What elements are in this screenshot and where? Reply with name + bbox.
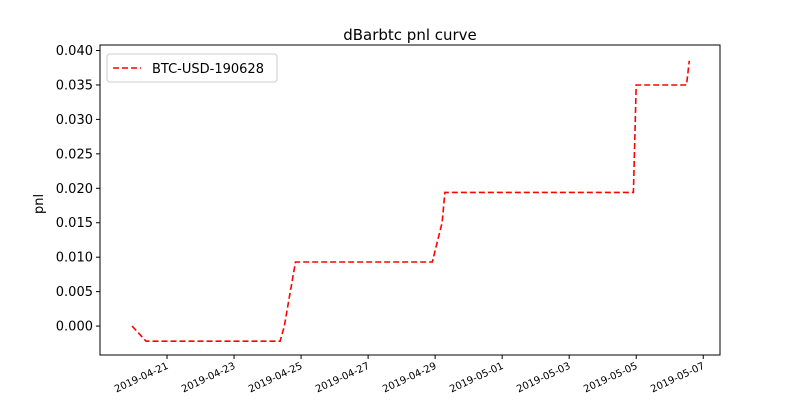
legend-box: [106, 53, 278, 83]
plot-frame: [99, 44, 721, 356]
y-tick-label: 0.010: [56, 251, 93, 266]
legend: BTC-USD-190628: [106, 53, 278, 83]
legend-label: BTC-USD-190628: [152, 62, 264, 77]
y-tick-label: 0.025: [56, 147, 93, 162]
y-tick-label: 0.005: [56, 285, 93, 300]
y-tick-label: 0.030: [56, 113, 93, 128]
series-line: [131, 60, 691, 343]
y-axis-ticks: 0.000 0.005 0.010 0.015 0.020 0.025 0.030 0.035…: [56, 44, 100, 335]
y-axis-label: pnl: [32, 194, 47, 214]
plot-lines: [131, 60, 691, 343]
y-tick-label: 0.020: [56, 182, 93, 197]
y-tick-label: 0.000: [56, 320, 93, 335]
y-tick-label: 0.015: [56, 216, 93, 231]
y-tick-label: 0.035: [56, 78, 93, 93]
y-tick-label: 0.040: [56, 44, 93, 59]
chart-title: dBarbtc pnl curve: [343, 26, 477, 44]
